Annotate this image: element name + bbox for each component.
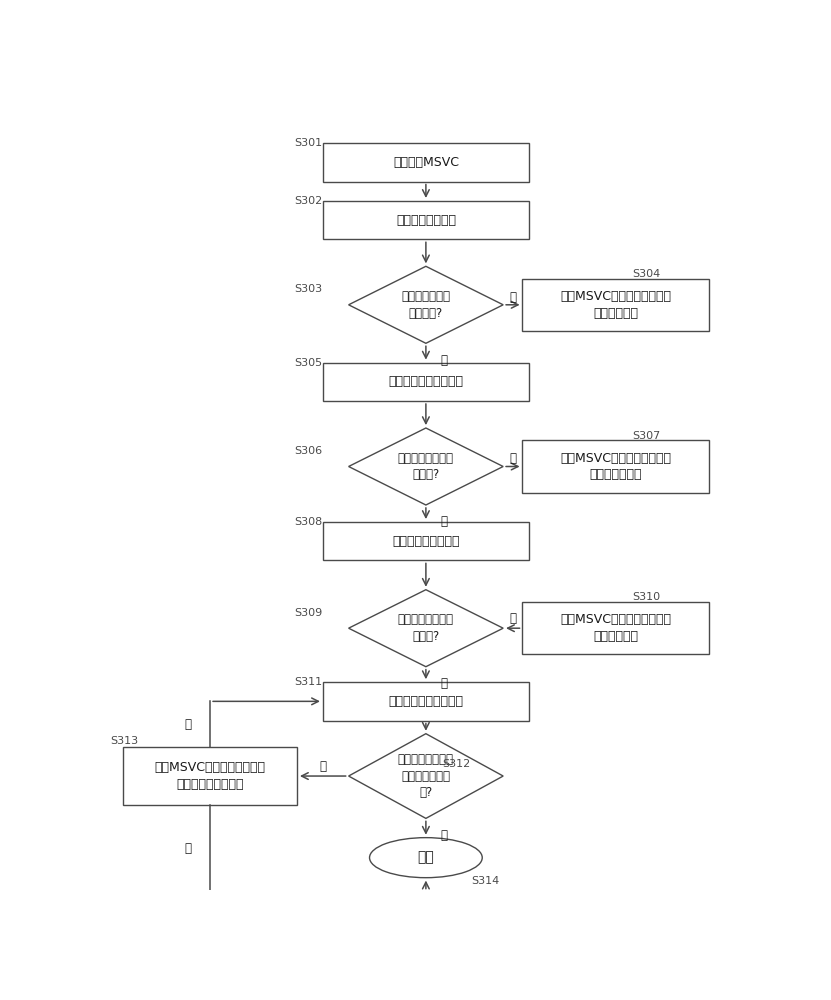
Text: 支路补偿点的电压监测: 支路补偿点的电压监测 bbox=[388, 375, 464, 388]
Polygon shape bbox=[349, 266, 504, 343]
Text: 电压是否在波动范
围以内?: 电压是否在波动范 围以内? bbox=[398, 613, 454, 643]
Text: S304: S304 bbox=[632, 269, 660, 279]
FancyBboxPatch shape bbox=[123, 747, 297, 805]
Text: 是: 是 bbox=[440, 829, 447, 842]
Text: S311: S311 bbox=[294, 677, 322, 687]
Text: 调节MSVC，使得补偿点电压
在波动范围以内: 调节MSVC，使得补偿点电压 在波动范围以内 bbox=[560, 452, 671, 481]
Text: 电压是否在波动
范围以内?: 电压是否在波动 范围以内? bbox=[401, 290, 450, 320]
Text: 调节MSVC，使得补偿点功率
因数在波动范围以内: 调节MSVC，使得补偿点功率 因数在波动范围以内 bbox=[155, 761, 266, 791]
FancyBboxPatch shape bbox=[322, 363, 529, 401]
FancyBboxPatch shape bbox=[322, 201, 529, 239]
FancyBboxPatch shape bbox=[523, 279, 709, 331]
Text: 是: 是 bbox=[440, 354, 447, 367]
Text: S305: S305 bbox=[294, 358, 322, 368]
Text: 支路末端的电压监测: 支路末端的电压监测 bbox=[392, 535, 460, 548]
Polygon shape bbox=[349, 428, 504, 505]
Text: S306: S306 bbox=[294, 446, 322, 456]
FancyBboxPatch shape bbox=[322, 522, 529, 560]
Text: S309: S309 bbox=[294, 608, 322, 618]
Text: 否: 否 bbox=[509, 452, 516, 465]
Text: S303: S303 bbox=[294, 284, 322, 294]
Ellipse shape bbox=[370, 838, 482, 878]
Text: S307: S307 bbox=[632, 431, 660, 441]
Text: 否: 否 bbox=[509, 612, 516, 625]
Text: 支路接入MSVC: 支路接入MSVC bbox=[393, 156, 459, 169]
FancyBboxPatch shape bbox=[523, 602, 709, 654]
Polygon shape bbox=[349, 734, 504, 818]
Text: 否: 否 bbox=[184, 842, 191, 855]
Text: S302: S302 bbox=[294, 196, 322, 206]
Text: 支路首端电压监测: 支路首端电压监测 bbox=[396, 214, 456, 227]
Text: S313: S313 bbox=[111, 736, 139, 746]
Text: 调节MSVC，使得末端电压在
波动范围以内: 调节MSVC，使得末端电压在 波动范围以内 bbox=[560, 613, 671, 643]
Text: S301: S301 bbox=[294, 138, 322, 148]
Text: 支路补偿点的电流监测: 支路补偿点的电流监测 bbox=[388, 695, 464, 708]
FancyBboxPatch shape bbox=[322, 143, 529, 182]
Text: S312: S312 bbox=[442, 759, 470, 769]
Text: 调节MSVC，使得首端电压在
波动范围以内: 调节MSVC，使得首端电压在 波动范围以内 bbox=[560, 290, 671, 320]
Text: 是: 是 bbox=[440, 515, 447, 528]
Text: 否: 否 bbox=[509, 291, 516, 304]
Text: S314: S314 bbox=[471, 876, 499, 886]
Text: 补偿点功率因数是
否在波动范围以
内?: 补偿点功率因数是 否在波动范围以 内? bbox=[398, 753, 454, 799]
Text: 是: 是 bbox=[440, 677, 447, 690]
FancyBboxPatch shape bbox=[322, 682, 529, 721]
Polygon shape bbox=[349, 590, 504, 667]
Text: 电压是否在波动范
围以内?: 电压是否在波动范 围以内? bbox=[398, 452, 454, 481]
Text: 否: 否 bbox=[319, 760, 327, 773]
Text: 是: 是 bbox=[184, 718, 191, 731]
Text: S310: S310 bbox=[632, 592, 660, 602]
Text: S308: S308 bbox=[294, 517, 322, 527]
Text: 结束: 结束 bbox=[417, 851, 435, 865]
FancyBboxPatch shape bbox=[523, 440, 709, 493]
